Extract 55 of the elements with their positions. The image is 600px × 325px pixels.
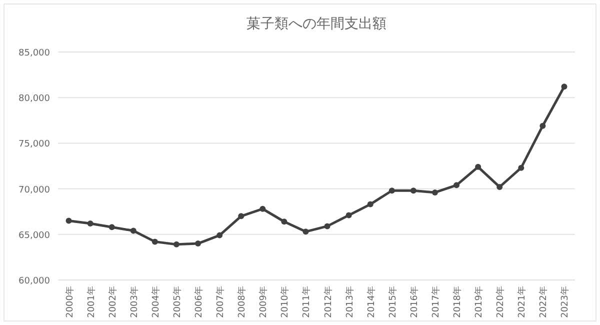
y-tick-label: 65,000 <box>18 230 50 241</box>
x-tick-label: 2022年 <box>538 286 550 318</box>
x-tick-label: 2005年 <box>172 286 183 318</box>
x-tick-label: 2007年 <box>215 286 226 318</box>
point <box>238 213 244 220</box>
point <box>540 122 546 129</box>
x-tick-label: 2002年 <box>107 286 118 318</box>
x-tick-label: 2003年 <box>128 286 140 318</box>
x-tick-label: 2008年 <box>236 286 248 318</box>
point <box>561 84 568 90</box>
point <box>367 201 374 208</box>
point <box>66 218 72 224</box>
y-tick-label: 85,000 <box>18 48 50 58</box>
x-tick-label: 2014年 <box>366 286 377 318</box>
x-tick-label: 2010年 <box>280 286 291 318</box>
point <box>518 164 524 171</box>
point <box>130 228 136 234</box>
x-tick-label: 2015年 <box>387 286 398 318</box>
point <box>260 206 266 212</box>
point <box>281 218 288 225</box>
point <box>195 240 202 247</box>
x-tick-label: 2011年 <box>301 286 312 318</box>
y-tick-label: 80,000 <box>18 94 50 104</box>
x-tick-label: 2013年 <box>344 286 356 318</box>
point <box>152 238 158 245</box>
x-tick-label: 2009年 <box>258 286 270 318</box>
point <box>87 220 94 226</box>
x-tick-label: 2018年 <box>452 286 464 318</box>
point <box>324 223 330 230</box>
y-tick-label: 70,000 <box>18 185 50 196</box>
point <box>108 224 115 230</box>
point <box>410 188 416 194</box>
x-tick-label: 2004年 <box>150 286 162 318</box>
point <box>346 212 352 218</box>
x-tick-label: 2006年 <box>194 286 205 318</box>
point <box>216 232 223 238</box>
x-tick-label: 2023年 <box>560 286 571 318</box>
point <box>173 241 180 248</box>
y-tick-label: 60,000 <box>18 276 50 286</box>
y-tick-label: 75,000 <box>18 140 50 150</box>
point <box>388 188 395 194</box>
x-tick-label: 2019年 <box>474 286 485 318</box>
x-tick-label: 2000年 <box>64 286 76 318</box>
point <box>475 164 482 170</box>
x-tick-label: 2021年 <box>516 286 528 318</box>
chart-title: 菓子類への年間支出額 <box>246 16 386 32</box>
point <box>496 184 503 190</box>
point <box>302 228 309 235</box>
x-tick-label: 2017年 <box>430 286 442 318</box>
x-tick-label: 2012年 <box>322 286 334 318</box>
x-tick-label: 2016年 <box>408 286 420 318</box>
point <box>432 189 438 196</box>
x-tick-label: 2001年 <box>86 286 97 318</box>
x-tick-label: 2020年 <box>495 286 506 318</box>
point <box>454 182 460 188</box>
